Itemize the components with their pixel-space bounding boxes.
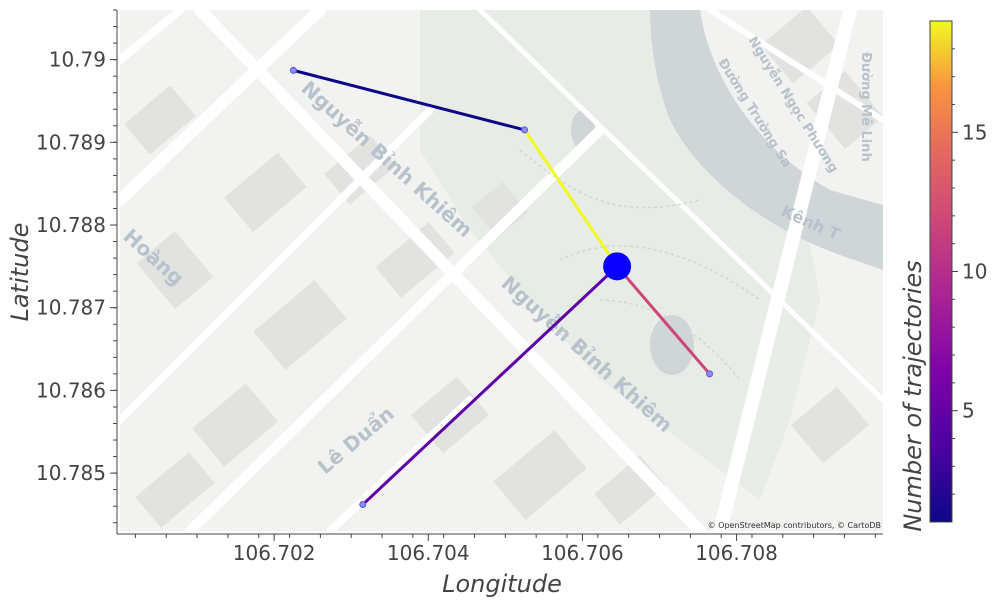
- y-tick-label: 10.785: [36, 461, 106, 485]
- y-axis-label: Latitude: [6, 223, 34, 322]
- trajectory-segment: [615, 265, 711, 375]
- pond: [650, 315, 694, 375]
- y-tick-label: 10.786: [36, 378, 106, 402]
- colorbar-tick-label: 5: [962, 399, 975, 423]
- trajectory-segment: [523, 129, 619, 268]
- colorbar-tick-label: 15: [962, 120, 987, 144]
- street-label: Đường Mê Linh: [858, 52, 873, 162]
- x-tick-label: 106.702: [233, 541, 316, 565]
- park-paths: [519, 149, 761, 381]
- y-tick-label: 10.789: [36, 130, 106, 154]
- x-ticks: 106.702 106.704 106.706 106.708: [134, 534, 876, 565]
- endpoint-marker: [289, 66, 297, 74]
- colorbar-label: Number of trajectories: [899, 260, 927, 531]
- trajectory-segment: [361, 265, 619, 506]
- colorbar: [929, 20, 953, 523]
- x-tick-label: 106.708: [695, 541, 778, 565]
- x-tick-label: 106.706: [541, 541, 624, 565]
- endpoint-marker: [521, 126, 529, 134]
- trajectory-overlay: [289, 66, 714, 509]
- y-tick-label: 10.788: [36, 213, 106, 237]
- center-marker: [603, 252, 632, 281]
- river: [650, 10, 883, 270]
- endpoint-marker: [359, 501, 367, 509]
- trajectory-segment: [293, 68, 525, 132]
- endpoint-marker: [706, 370, 714, 378]
- x-axis-label: Longitude: [442, 570, 562, 598]
- colorbar-tick-label: 10: [962, 260, 987, 284]
- roads: [120, 10, 883, 531]
- y-ticks: 10.79 10.789 10.788 10.787 10.786 10.785: [36, 9, 117, 524]
- y-tick-label: 10.787: [36, 296, 106, 320]
- colorbar-ticks: 5 10 15: [952, 48, 987, 495]
- map-basemap: Nguyễn Bỉnh Khiêm Nguyễn Bỉnh Khiêm Lê D…: [120, 10, 883, 531]
- y-tick-label: 10.79: [49, 48, 106, 72]
- map-attribution: © OpenStreetMap contributors, © CartoDB: [708, 521, 881, 530]
- x-tick-label: 106.704: [387, 541, 470, 565]
